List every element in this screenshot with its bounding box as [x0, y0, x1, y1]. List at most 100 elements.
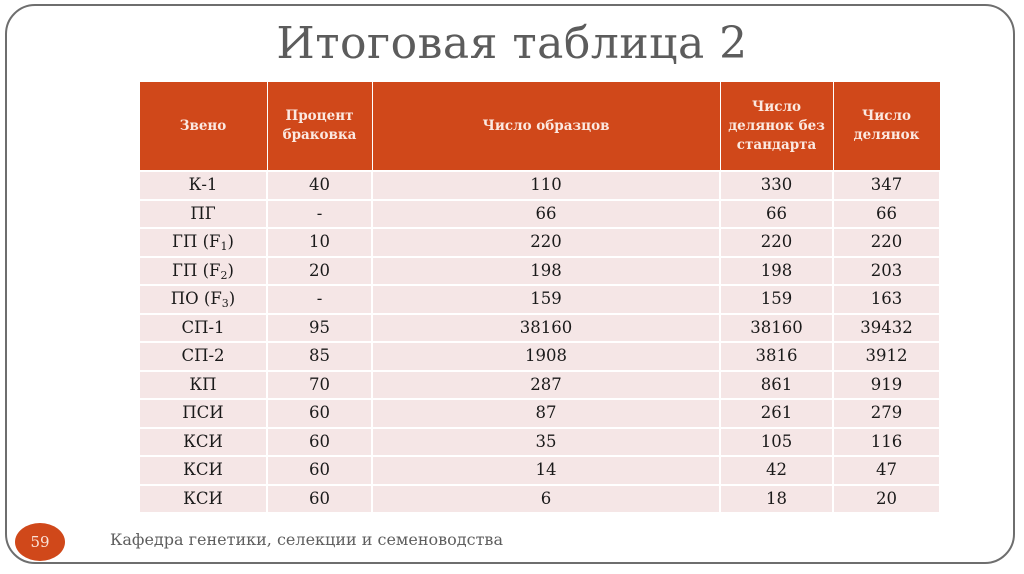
- cell-link-tail: ): [228, 289, 236, 309]
- cell-percent: -: [266, 284, 373, 315]
- cell-plots-no-standard: 159: [719, 284, 834, 315]
- cell-samples: 110: [371, 170, 721, 201]
- cell-link-text: СП-2: [181, 346, 225, 366]
- table-row: ПСИ 60 87 261 279: [138, 398, 941, 429]
- cell-link: ПСИ: [138, 398, 268, 429]
- cell-link-subscript: 2: [220, 268, 228, 282]
- cell-percent: 60: [266, 398, 373, 429]
- cell-plots-no-standard: 261: [719, 398, 834, 429]
- header-link: Звено: [138, 82, 268, 172]
- cell-link-text: ПСИ: [182, 403, 224, 423]
- cell-percent: 60: [266, 426, 373, 457]
- cell-samples: 1908: [371, 341, 721, 372]
- cell-link: КСИ: [138, 426, 268, 457]
- cell-samples: 220: [371, 227, 721, 258]
- cell-percent: 40: [266, 170, 373, 201]
- cell-plots: 220: [832, 227, 941, 258]
- cell-samples: 66: [371, 198, 721, 229]
- cell-plots-no-standard: 3816: [719, 341, 834, 372]
- cell-plots: 39432: [832, 312, 941, 343]
- cell-plots: 279: [832, 398, 941, 429]
- cell-link: ГП (F1): [138, 227, 268, 258]
- page-number: 59: [30, 533, 50, 551]
- header-plots: Число делянок: [832, 82, 941, 172]
- cell-link: ПО (F3): [138, 284, 268, 315]
- table-body: К-1 40 110 330 347 ПГ -66 66 66 ГП (F1) 10 220 220 22…: [138, 170, 941, 514]
- cell-link-text: СП-1: [181, 317, 225, 337]
- cell-link-text: КСИ: [183, 488, 223, 508]
- cell-link: КСИ: [138, 455, 268, 486]
- cell-samples: 87: [371, 398, 721, 429]
- cell-link-text: КСИ: [183, 460, 223, 480]
- cell-samples: 38160: [371, 312, 721, 343]
- cell-samples: 198: [371, 255, 721, 286]
- cell-samples: 159: [371, 284, 721, 315]
- cell-plots: 116: [832, 426, 941, 457]
- cell-plots-no-standard: 38160: [719, 312, 834, 343]
- cell-link-subscript: 1: [220, 240, 228, 254]
- table-row: КСИ 60 35 105 116: [138, 426, 941, 457]
- cell-link-text: КП: [189, 374, 217, 394]
- table-row: КСИ 60 6 18 20: [138, 483, 941, 514]
- table-row: КСИ 60 14 42 47: [138, 455, 941, 486]
- cell-plots: 47: [832, 455, 941, 486]
- cell-plots: 203: [832, 255, 941, 286]
- table-row: ПО (F3) -159 159 163: [138, 284, 941, 315]
- cell-link-text: ПО (F: [170, 289, 222, 309]
- cell-plots: 20: [832, 483, 941, 514]
- header-percent: Процент браковка: [266, 82, 373, 172]
- cell-plots: 919: [832, 369, 941, 400]
- cell-link-subscript: 3: [221, 297, 229, 311]
- cell-link-tail: ): [227, 260, 234, 280]
- cell-plots-no-standard: 861: [719, 369, 834, 400]
- cell-percent: 70: [266, 369, 373, 400]
- page-number-badge: 59: [15, 523, 65, 561]
- cell-plots-no-standard: 66: [719, 198, 834, 229]
- cell-plots: 163: [832, 284, 941, 315]
- cell-link-text: КСИ: [183, 431, 223, 451]
- cell-link: КП: [138, 369, 268, 400]
- cell-samples: 14: [371, 455, 721, 486]
- cell-link-text: ПГ: [190, 203, 216, 223]
- cell-samples: 35: [371, 426, 721, 457]
- cell-plots-no-standard: 105: [719, 426, 834, 457]
- cell-plots-no-standard: 198: [719, 255, 834, 286]
- table-row: ГП (F1) 10 220 220 220: [138, 227, 941, 258]
- table-header-row: Звено Процент браковка Число образцов Чи…: [138, 82, 941, 172]
- cell-plots: 347: [832, 170, 941, 201]
- table-row: СП-1 95 38160 38160 39432: [138, 312, 941, 343]
- table-row: КП 70 287 861 919: [138, 369, 941, 400]
- table-row: ГП (F2) 20 198 198 203: [138, 255, 941, 286]
- cell-link-text: К-1: [188, 175, 218, 195]
- cell-plots-no-standard: 18: [719, 483, 834, 514]
- cell-samples: 287: [371, 369, 721, 400]
- cell-link: СП-1: [138, 312, 268, 343]
- footer-department: Кафедра генетики, селекции и семеноводст…: [110, 530, 503, 549]
- cell-plots: 66: [832, 198, 941, 229]
- cell-plots-no-standard: 42: [719, 455, 834, 486]
- cell-link: ПГ: [138, 198, 268, 229]
- cell-plots: 3912: [832, 341, 941, 372]
- cell-link-text: ГП (F: [172, 232, 221, 252]
- cell-percent: 60: [266, 455, 373, 486]
- cell-link-tail: ): [227, 232, 234, 252]
- cell-link: ГП (F2): [138, 255, 268, 286]
- header-samples: Число образцов: [371, 82, 721, 172]
- cell-link: СП-2: [138, 341, 268, 372]
- cell-percent: 60: [266, 483, 373, 514]
- cell-plots-no-standard: 330: [719, 170, 834, 201]
- cell-percent: 20: [266, 255, 373, 286]
- cell-percent: 95: [266, 312, 373, 343]
- summary-table: Звено Процент браковка Число образцов Чи…: [138, 82, 941, 514]
- table-row: К-1 40 110 330 347: [138, 170, 941, 201]
- cell-percent: 85: [266, 341, 373, 372]
- cell-percent: 10: [266, 227, 373, 258]
- summary-table-container: Звено Процент браковка Число образцов Чи…: [138, 82, 941, 514]
- cell-plots-no-standard: 220: [719, 227, 834, 258]
- cell-samples: 6: [371, 483, 721, 514]
- cell-link: К-1: [138, 170, 268, 201]
- cell-link: КСИ: [138, 483, 268, 514]
- cell-link-text: ГП (F: [172, 260, 221, 280]
- table-row: СП-2 85 1908 3816 3912: [138, 341, 941, 372]
- header-plots-no-standard: Число делянок без стандарта: [719, 82, 834, 172]
